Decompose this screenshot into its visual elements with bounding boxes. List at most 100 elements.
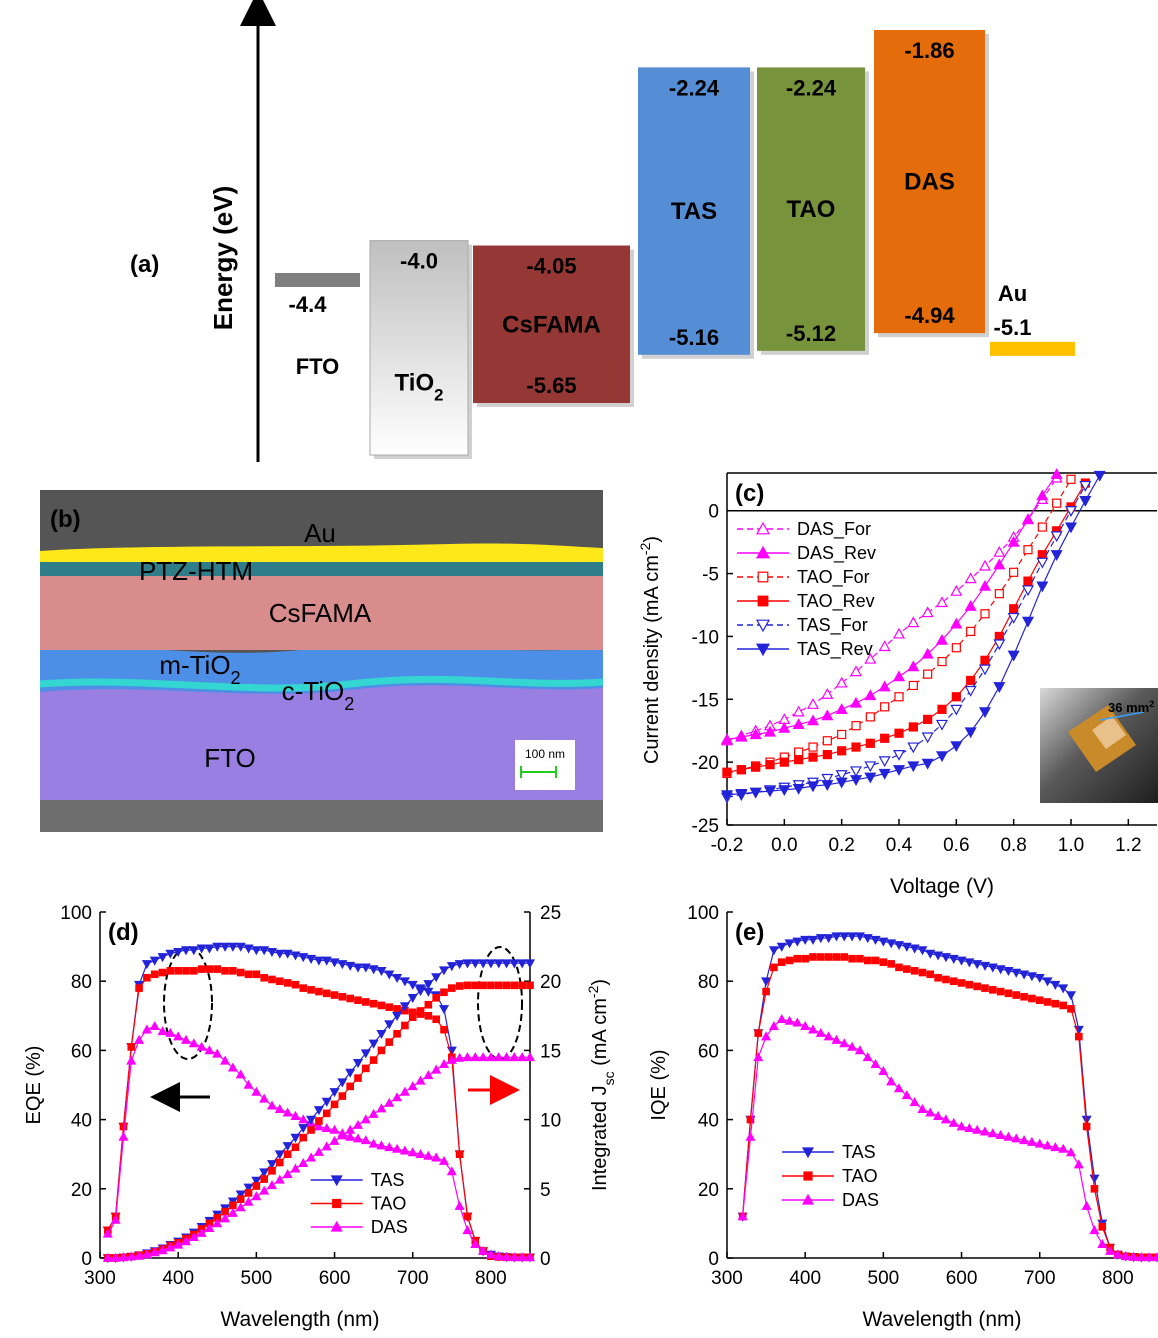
marker bbox=[958, 1123, 966, 1130]
marker bbox=[1010, 568, 1018, 576]
marker bbox=[924, 715, 932, 723]
marker bbox=[324, 990, 330, 996]
marker bbox=[779, 959, 785, 965]
marker bbox=[980, 665, 990, 674]
marker bbox=[472, 982, 478, 988]
panel-label: (e) bbox=[735, 919, 764, 946]
bottom-value: -5.65 bbox=[526, 373, 576, 398]
marker bbox=[950, 1119, 958, 1126]
marker bbox=[1052, 1000, 1058, 1006]
marker bbox=[425, 1013, 431, 1019]
y-tick-label: 40 bbox=[71, 1111, 92, 1132]
marker bbox=[284, 980, 290, 986]
marker bbox=[213, 1050, 221, 1057]
layer-name: FTO bbox=[296, 354, 340, 379]
marker bbox=[1052, 551, 1062, 560]
marker bbox=[119, 1133, 127, 1140]
marker bbox=[872, 957, 878, 963]
marker bbox=[527, 982, 533, 988]
y-tick-label: -25 bbox=[692, 816, 719, 837]
text-part: Current density (mA cm bbox=[641, 555, 663, 764]
marker bbox=[935, 975, 941, 981]
marker bbox=[780, 758, 788, 766]
marker bbox=[794, 956, 800, 962]
subscript: 2 bbox=[344, 694, 354, 714]
marker bbox=[433, 1016, 439, 1022]
marker bbox=[1098, 1240, 1106, 1247]
marker bbox=[269, 1168, 275, 1174]
marker bbox=[723, 768, 731, 776]
marker bbox=[865, 957, 871, 963]
marker bbox=[809, 743, 817, 751]
legend-label: TAO bbox=[371, 1194, 407, 1214]
y-tick-label: 0 bbox=[81, 1249, 92, 1270]
marker bbox=[771, 964, 777, 970]
marker bbox=[1038, 551, 1046, 559]
x-tick-label: 600 bbox=[319, 1268, 351, 1289]
marker bbox=[981, 610, 989, 618]
marker bbox=[894, 672, 904, 681]
y-tick-label: 0 bbox=[708, 1249, 719, 1270]
y-tick-label: -15 bbox=[692, 690, 719, 711]
marker bbox=[786, 957, 792, 963]
marker bbox=[143, 1026, 151, 1033]
marker bbox=[1067, 992, 1075, 999]
marker bbox=[924, 670, 932, 678]
marker bbox=[120, 1123, 126, 1129]
marker bbox=[1060, 1002, 1066, 1008]
marker bbox=[1067, 475, 1075, 483]
marker bbox=[300, 985, 306, 991]
marker bbox=[463, 1226, 471, 1233]
y-tick-label: 0 bbox=[708, 502, 719, 523]
marker bbox=[448, 963, 456, 970]
marker bbox=[449, 985, 455, 991]
marker bbox=[866, 739, 874, 747]
marker bbox=[851, 767, 861, 776]
marker bbox=[923, 608, 933, 617]
marker bbox=[221, 1215, 229, 1222]
top-value: -4.05 bbox=[526, 254, 576, 279]
marker bbox=[308, 1127, 314, 1133]
marker bbox=[952, 693, 960, 701]
marker bbox=[128, 1044, 134, 1050]
marker bbox=[432, 1066, 440, 1073]
marker bbox=[770, 947, 778, 954]
marker bbox=[284, 1151, 290, 1157]
marker bbox=[324, 1110, 330, 1116]
marker bbox=[1037, 558, 1047, 567]
marker bbox=[1076, 1033, 1082, 1039]
text-part: (mA cm bbox=[589, 998, 611, 1071]
marker bbox=[904, 966, 910, 972]
series-line bbox=[727, 486, 1085, 798]
marker bbox=[938, 658, 946, 666]
marker bbox=[881, 734, 889, 742]
legend-label: TAS_Rev bbox=[797, 639, 873, 660]
x-tick-label: 400 bbox=[162, 1268, 194, 1289]
marker bbox=[291, 1112, 299, 1119]
marker bbox=[794, 707, 804, 716]
marker bbox=[182, 1036, 190, 1043]
marker bbox=[440, 1060, 448, 1067]
marker bbox=[362, 1116, 370, 1123]
y2-tick-label: 20 bbox=[540, 972, 561, 993]
marker bbox=[401, 978, 409, 985]
marker bbox=[833, 954, 839, 960]
axis-title: Energy (eV) bbox=[208, 186, 238, 331]
marker bbox=[909, 681, 917, 689]
marker bbox=[848, 1043, 856, 1050]
marker bbox=[1099, 1224, 1105, 1230]
marker bbox=[393, 975, 401, 982]
x-tick-label: 0.6 bbox=[943, 835, 969, 856]
panel-label: (a) bbox=[130, 251, 159, 278]
marker bbox=[346, 1126, 354, 1133]
marker bbox=[737, 766, 745, 774]
marker bbox=[433, 995, 439, 1001]
text-part: m-TiO bbox=[159, 650, 230, 680]
x-tick-label: 700 bbox=[1024, 1268, 1056, 1289]
marker bbox=[354, 1121, 362, 1128]
y2-tick-label: 15 bbox=[540, 1041, 561, 1062]
layer-name: CsFAMA bbox=[502, 311, 601, 338]
marker bbox=[822, 711, 832, 720]
marker bbox=[355, 1075, 361, 1081]
marker bbox=[136, 985, 142, 991]
